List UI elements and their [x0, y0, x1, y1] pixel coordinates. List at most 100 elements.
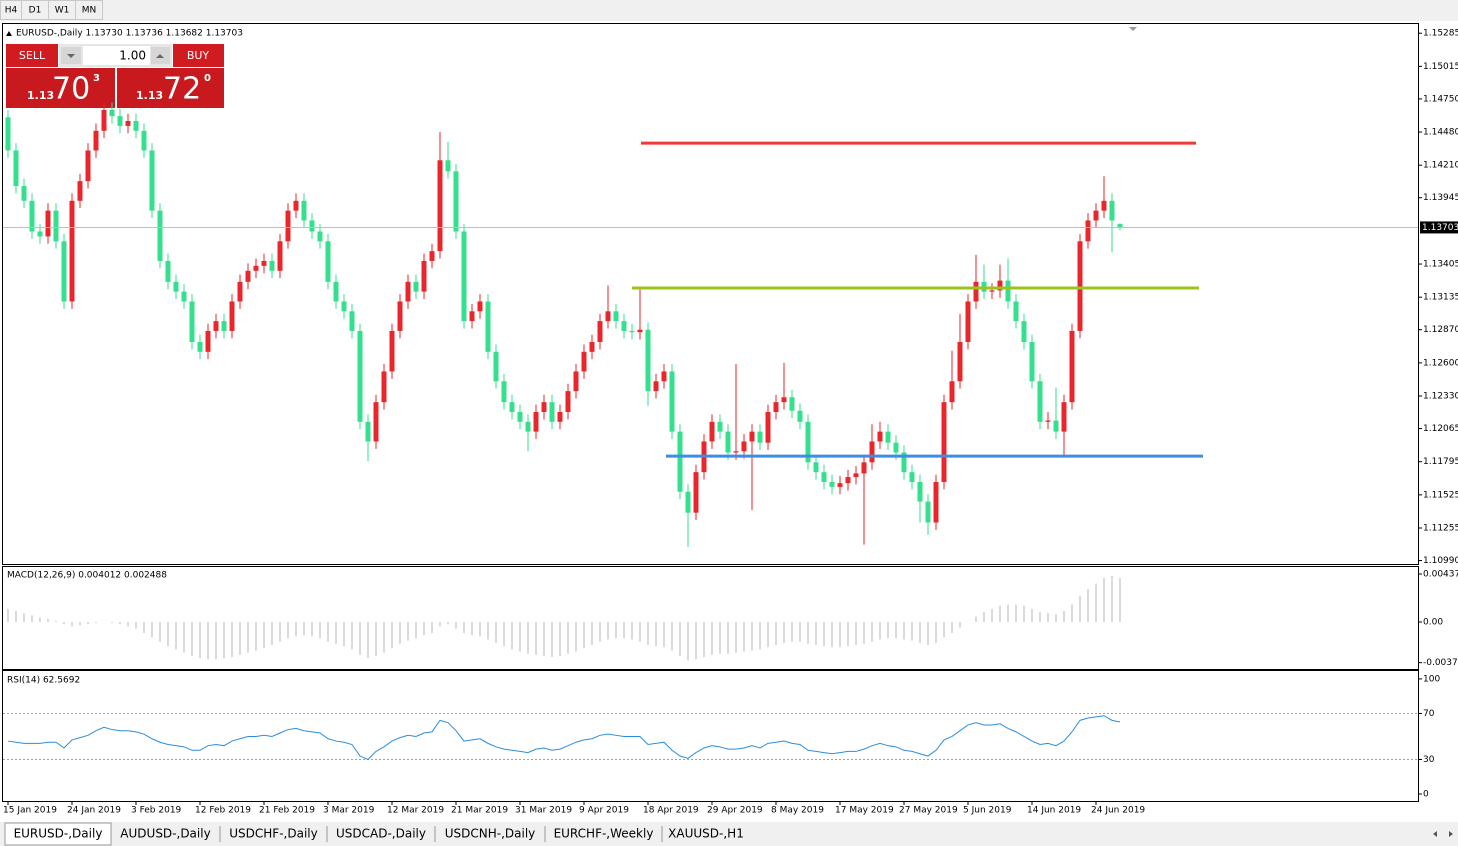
y-tick-label: 0	[1423, 790, 1429, 800]
candle-body	[645, 329, 651, 392]
candle-body	[421, 260, 427, 292]
candle-body	[109, 109, 115, 117]
buy-price-big: 1.13	[136, 89, 163, 102]
trade-panel: SELL 1.00 BUY 1.13 70 3 1.13 72 0	[6, 44, 224, 108]
macd-header: MACD(12,26,9) 0.004012 0.002488	[7, 571, 167, 581]
candle-body	[933, 481, 939, 523]
buy-button[interactable]	[173, 44, 224, 67]
candle-body	[1069, 330, 1075, 403]
candle-body	[397, 301, 403, 331]
buy-price-box[interactable]	[117, 68, 224, 108]
candle-body	[861, 462, 867, 474]
sell-price-box[interactable]	[6, 68, 115, 108]
candle-body	[133, 120, 139, 131]
candle-body	[197, 341, 203, 352]
candle-body	[1061, 402, 1067, 432]
candle-body	[237, 281, 243, 302]
candle-body	[581, 351, 587, 372]
candle-body	[373, 402, 379, 442]
candle-body	[965, 301, 971, 342]
y-tick-label: 1.11795	[1423, 457, 1458, 467]
candle-body	[661, 371, 667, 382]
tab-label[interactable]: USDCAD-,Daily	[336, 827, 426, 841]
y-tick-label: 1.14210	[1423, 161, 1458, 171]
candle-body	[789, 397, 795, 411]
sell-price-sup: 3	[93, 73, 100, 84]
candle-body	[541, 402, 547, 412]
timeframe-label: W1	[55, 6, 70, 16]
tab-label[interactable]: XAUUSD-,H1	[668, 827, 744, 841]
candle-body	[173, 281, 179, 292]
y-tick-label: 1.13135	[1423, 293, 1458, 303]
tab-label[interactable]: USDCNH-,Daily	[445, 827, 536, 841]
candle-body	[957, 341, 963, 382]
candle-body	[725, 431, 731, 453]
candle-body	[301, 200, 307, 221]
candle-body	[69, 200, 75, 302]
timeframe-label: MN	[82, 6, 97, 16]
candle-body	[61, 241, 67, 302]
sell-button[interactable]	[6, 44, 58, 67]
tab-label[interactable]: EURUSD-,Daily	[14, 827, 103, 841]
candle-body	[1013, 301, 1019, 322]
candle-body	[549, 402, 555, 422]
tab-label[interactable]: AUDUSD-,Daily	[120, 827, 210, 841]
x-tick-label: 3 Feb 2019	[131, 806, 182, 816]
candle-body	[677, 431, 683, 492]
candle-body	[733, 451, 739, 453]
candle-body	[469, 311, 475, 322]
candle-body	[205, 330, 211, 352]
candle-body	[749, 431, 755, 442]
y-tick-label: 0.004379	[1423, 570, 1458, 580]
arrow	[67, 54, 75, 58]
tab-label[interactable]: EURCHF-,Weekly	[554, 827, 654, 841]
candle-body	[341, 301, 347, 312]
candle-body	[365, 421, 371, 442]
bid-label-box	[1420, 221, 1458, 234]
y-tick-label: 30	[1423, 755, 1435, 765]
candle-body	[1117, 224, 1123, 228]
x-tick-label: 21 Mar 2019	[451, 806, 508, 816]
candle-body	[389, 330, 395, 372]
candle-body	[5, 117, 11, 151]
x-tick-label: 21 Feb 2019	[259, 806, 315, 816]
candle-body	[269, 260, 275, 271]
candle-body	[557, 411, 563, 422]
timeframe-button[interactable]	[75, 0, 103, 20]
candle-body	[925, 501, 931, 523]
candle-body	[533, 411, 539, 432]
candle-body	[1093, 210, 1099, 221]
candle-body	[757, 431, 763, 443]
candle-body	[605, 311, 611, 322]
candle-body	[1037, 381, 1043, 422]
y-tick-label: 1.12065	[1423, 424, 1458, 434]
candle-body	[1101, 200, 1107, 211]
y-tick-label: 1.15015	[1423, 62, 1458, 72]
candle-body	[285, 210, 291, 242]
rsi-header: RSI(14) 62.5692	[7, 676, 80, 686]
candle-body	[989, 290, 995, 292]
y-tick-label: 1.14480	[1423, 128, 1458, 138]
candle-body	[717, 421, 723, 432]
x-tick-label: 17 May 2019	[835, 806, 894, 816]
scroll-right[interactable]	[1449, 831, 1453, 837]
candle-body	[829, 481, 835, 487]
candle-body	[949, 381, 955, 403]
candle-body	[461, 231, 467, 322]
scroll-left[interactable]	[1433, 831, 1437, 837]
tab-label[interactable]: USDCHF-,Daily	[229, 827, 317, 841]
timeframe-label: H4	[5, 6, 18, 16]
candle-body	[973, 281, 979, 302]
candle-body	[325, 241, 331, 282]
candle-body	[221, 321, 227, 331]
x-tick-label: 9 Apr 2019	[579, 806, 629, 816]
candle-body	[157, 210, 163, 261]
lot-input[interactable]	[83, 46, 150, 65]
candle-body	[181, 291, 187, 302]
candle-body	[413, 281, 419, 292]
candle-body	[693, 472, 699, 513]
y-tick-label: 1.12330	[1423, 392, 1458, 402]
lot-value: 1.00	[119, 49, 146, 63]
